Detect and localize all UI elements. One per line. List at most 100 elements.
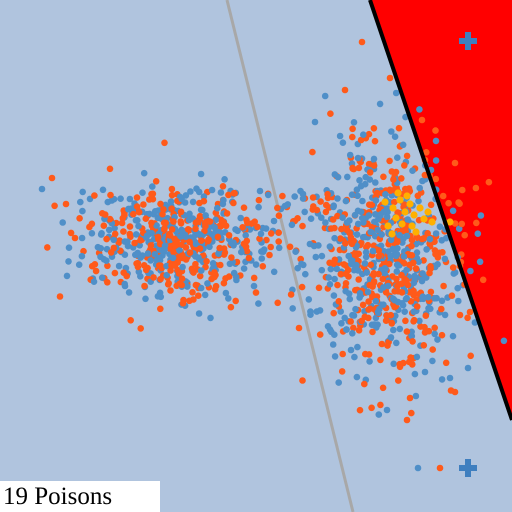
class-b-point bbox=[254, 223, 261, 231]
class-b-point bbox=[192, 260, 199, 268]
class-b-point bbox=[342, 280, 350, 287]
class-a-point bbox=[225, 295, 232, 302]
poison-point bbox=[412, 228, 420, 236]
class-b-point bbox=[127, 233, 134, 241]
class-a-point bbox=[289, 305, 297, 312]
class-a-point bbox=[176, 247, 183, 254]
class-b-point bbox=[398, 271, 405, 279]
class-b-point bbox=[62, 200, 70, 208]
class-a-point bbox=[449, 332, 457, 340]
class-a-point bbox=[325, 274, 333, 281]
class-b-point bbox=[107, 249, 115, 256]
class-a-point bbox=[401, 308, 409, 316]
class-b-point bbox=[150, 274, 157, 281]
class-b-point bbox=[248, 220, 256, 227]
class-a-point bbox=[360, 131, 367, 138]
class-a-point bbox=[352, 264, 360, 272]
class-b-point bbox=[391, 198, 398, 206]
class-b-point bbox=[355, 164, 363, 172]
class-a-point bbox=[238, 248, 245, 256]
class-a-point bbox=[38, 185, 46, 193]
class-a-point bbox=[342, 197, 350, 205]
class-a-point bbox=[147, 257, 154, 264]
class-b-point bbox=[323, 201, 330, 209]
class-b-point bbox=[385, 260, 393, 268]
class-a-point bbox=[356, 177, 363, 184]
class-b-point bbox=[202, 222, 209, 230]
class-a-point bbox=[331, 171, 339, 178]
class-b-point bbox=[365, 130, 373, 138]
class-b-point bbox=[383, 312, 391, 319]
class-b-point bbox=[259, 263, 267, 270]
class-a-point bbox=[365, 212, 373, 219]
poison-point bbox=[388, 230, 396, 238]
class-b-point bbox=[365, 160, 373, 168]
class-b-point bbox=[299, 377, 306, 384]
class-a-point bbox=[201, 291, 209, 299]
class-a-point bbox=[362, 173, 370, 181]
class-b-point bbox=[361, 380, 368, 388]
class-b-point bbox=[137, 325, 144, 332]
class-b-point bbox=[330, 309, 338, 317]
class-b-point bbox=[274, 299, 282, 307]
class-a-point bbox=[362, 249, 370, 256]
class-a-point bbox=[333, 265, 341, 273]
class-b-point bbox=[92, 267, 100, 275]
class-a-point bbox=[391, 133, 399, 140]
class-a-point bbox=[349, 330, 356, 337]
class-a-point bbox=[126, 195, 134, 203]
poison-point bbox=[394, 189, 402, 197]
class-a-point bbox=[182, 233, 190, 241]
class-a-point bbox=[65, 258, 72, 265]
class-a-point bbox=[258, 255, 266, 262]
class-b-point bbox=[365, 298, 372, 305]
class-a-point bbox=[256, 187, 264, 195]
class-a-point bbox=[388, 128, 395, 135]
poison-point bbox=[416, 204, 424, 212]
class-a-point bbox=[348, 191, 356, 198]
class-a-point bbox=[281, 202, 289, 210]
class-a-point bbox=[79, 188, 86, 196]
class-b-point bbox=[147, 242, 155, 249]
class-a-point bbox=[331, 275, 338, 283]
class-a-point bbox=[392, 252, 400, 260]
class-b-point bbox=[378, 340, 386, 348]
class-b-point bbox=[148, 219, 155, 227]
class-b-point bbox=[186, 238, 193, 246]
class-b-point bbox=[395, 377, 402, 384]
class-a-point bbox=[200, 193, 208, 200]
class-a-point bbox=[195, 188, 203, 196]
class-a-point bbox=[255, 203, 262, 211]
class-b-point bbox=[309, 148, 316, 156]
class-b-point bbox=[196, 245, 204, 252]
class-b-point bbox=[401, 201, 408, 208]
class-a-point bbox=[343, 326, 350, 333]
class-a-point bbox=[387, 252, 395, 260]
class-b-point bbox=[408, 409, 415, 417]
class-b-point bbox=[348, 240, 356, 248]
class-b-point bbox=[366, 281, 374, 289]
class-b-point bbox=[255, 196, 263, 204]
class-a-point bbox=[414, 464, 422, 472]
class-a-point bbox=[79, 207, 86, 215]
class-a-point bbox=[352, 305, 359, 313]
class-b-point bbox=[274, 204, 281, 212]
class-a-point bbox=[418, 277, 426, 285]
class-b-point bbox=[406, 261, 414, 269]
class-a-point bbox=[353, 186, 361, 193]
class-b-point bbox=[279, 192, 286, 200]
class-b-point bbox=[157, 305, 164, 313]
class-b-point bbox=[240, 240, 248, 248]
class-a-point bbox=[331, 353, 339, 360]
class-b-point bbox=[140, 201, 147, 208]
class-a-point bbox=[413, 249, 421, 256]
class-b-point bbox=[393, 275, 400, 283]
class-b-point bbox=[365, 306, 372, 313]
class-a-point bbox=[381, 265, 389, 272]
class-a-point bbox=[362, 253, 370, 261]
class-b-point bbox=[375, 252, 383, 260]
class-b-point bbox=[287, 291, 295, 298]
class-a-point bbox=[396, 231, 403, 239]
class-b-point bbox=[458, 220, 466, 228]
class-b-point bbox=[186, 297, 193, 305]
